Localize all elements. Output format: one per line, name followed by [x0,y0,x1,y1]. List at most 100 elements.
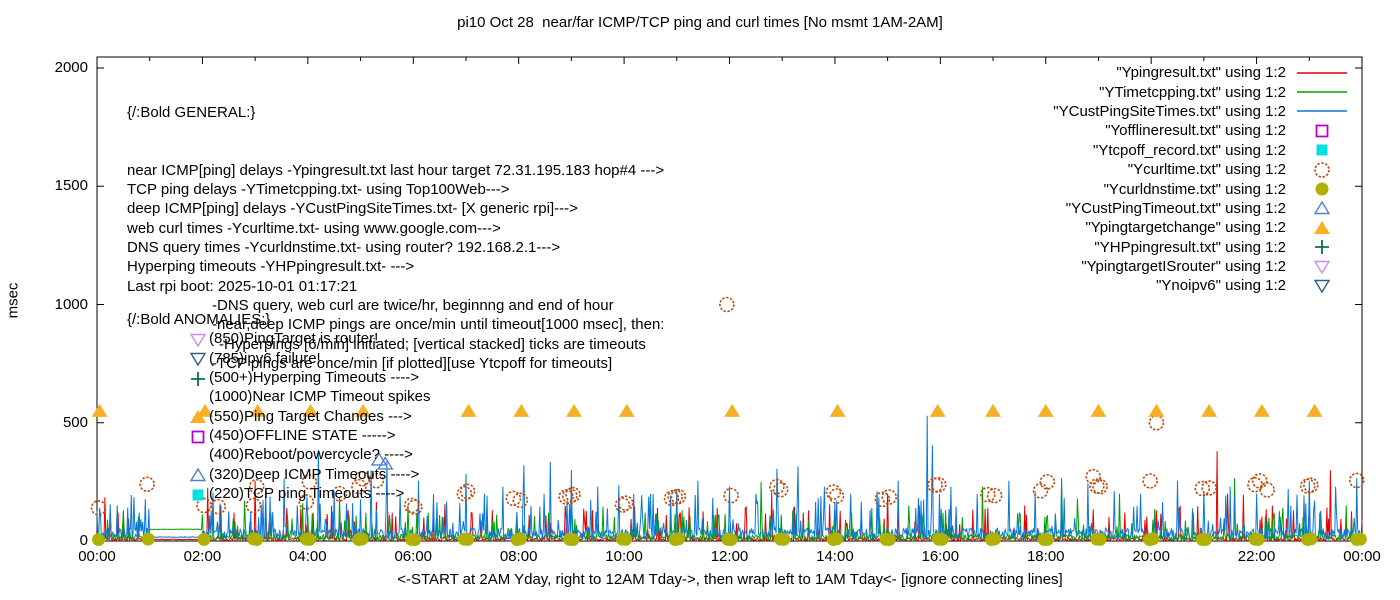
triangle-open-marker [370,452,388,466]
anomaly-key-square-filled [192,489,204,501]
y-tick-label: 1500 [54,177,88,195]
anomaly-row: (400)Reboot/powercycle? ----> [127,445,430,464]
triangle-open-marker [189,468,207,482]
anomaly-row: (220)TCP ping Timeouts ----> [127,484,430,503]
square-open-marker [191,430,205,444]
circle-open-marker [505,490,522,507]
legend-row: "YpingtargetISrouter" using 1:2 [1053,257,1350,276]
general-line: -DNS query, web curl are twice/hr, begin… [212,297,614,315]
legend-label: "YCustPingSiteTimes.txt" using 1:2 [1053,102,1286,120]
anomaly-no-marker [189,388,207,406]
triangle-filled-marker [249,403,266,417]
circle-filled-marker [1198,533,1212,547]
circle-open-marker [512,492,529,509]
circle-open-marker [354,471,370,487]
tri-down-open-marker [189,333,207,348]
triangle-filled-marker [1037,403,1054,417]
circle-filled-marker [1315,182,1329,196]
anomaly-text: (400)Reboot/powercycle? ----> [209,446,413,464]
circle-filled-marker [1353,532,1367,546]
anomaly-row: (550)Ping Target Changes ---> [127,407,430,426]
triangle-filled-marker [1090,403,1107,417]
triangle-filled-marker [724,403,741,417]
anomaly-row: (850)PingTarget is router! [127,329,430,348]
circle-open-marker [986,487,1003,504]
circle-open-marker [407,499,423,515]
x-tick-label: 00:00 [78,548,116,565]
anomaly-row: (320)Deep ICMP Timeouts ----> [127,465,430,484]
triangle-filled-marker [302,403,319,417]
circle-open-marker [1032,483,1049,499]
triangle-filled-marker [1306,403,1323,417]
anomaly-text: (220)TCP ping Timeouts ----> [209,485,405,503]
series-dns_times [92,532,1367,547]
circle-open-marker [828,488,845,504]
x-tick-label: 20:00 [1132,548,1170,565]
anomaly-key-tri-down-open [189,353,207,367]
circle-filled-marker [197,532,211,546]
x-axis-label: <-START at 2AM Yday, right to 12AM Tday-… [397,571,1063,588]
circle-filled-marker [1093,532,1107,546]
legend-row: "YHPpingresult.txt" using 1:2 [1053,238,1350,257]
anomaly-row: (1000)Near ICMP Timeout spikes [127,387,430,406]
legend-label: "YpingtargetISrouter" using 1:2 [1081,258,1286,276]
legend-key-square-open [1315,124,1329,138]
circle-open-marker [881,489,898,505]
legend-label: "Ycurltime.txt" using 1:2 [1127,161,1286,179]
circle-open-marker [723,487,739,504]
circle-open-marker [196,497,212,514]
circle-open-marker [670,488,687,505]
general-header: {/:Bold GENERAL:} [127,103,256,121]
general-line: web curl times -Ycurltime.txt- using www… [127,219,501,237]
legend-key-plus [1315,240,1329,255]
legend-row: "YCustPingSiteTimes.txt" using 1:2 [1053,102,1350,121]
circle-filled-marker [408,533,422,547]
plus-marker [1315,240,1329,255]
circle-open-marker [1148,414,1165,431]
triangle-filled-marker [1201,403,1218,417]
anomaly-key-triangle-filled [190,410,206,424]
legend-label: "YTimetcpping.txt" using 1:2 [1099,83,1286,101]
tri-down-open-marker [189,353,207,367]
triangle-filled-marker [1314,220,1330,234]
anomaly-key-square-open [191,430,205,444]
circle-open-marker [1201,480,1217,496]
x-tick-label: 22:00 [1237,548,1276,565]
circle-open-marker [979,486,996,503]
circle-open-marker [1085,468,1101,485]
circle-open-marker [368,472,385,489]
circle-open-marker [1259,482,1275,498]
legend-label: "Ytcpoff_record.txt" using 1:2 [1093,141,1286,159]
circle-open-marker [1303,477,1319,493]
legend-key-circle-filled [1315,182,1329,196]
circle-open-marker [614,497,631,513]
circle-open-marker [459,483,476,500]
circle-open-marker [930,476,947,493]
general-line: -near,deep ICMP pings are once/min until… [212,316,665,334]
square-open-marker [1315,124,1329,138]
anomaly-no-marker [189,446,207,464]
x-tick-label: 14:00 [816,548,854,565]
circle-open-marker [565,486,581,503]
circle-filled-marker [935,532,949,546]
x-tick-label: 02:00 [183,548,222,565]
circle-open-marker [719,296,735,313]
square-filled-marker [192,489,204,501]
legend-row: "Yofflineresult.txt" using 1:2 [1053,121,1350,140]
circle-open-marker [1348,472,1365,489]
legend-key-tri-down-open [1313,260,1331,274]
circle-open-marker [139,476,155,493]
legend-label: "Ynoipv6" using 1:2 [1156,277,1286,295]
triangle-filled-marker [829,403,846,417]
triangle-open-marker [1313,201,1331,215]
anomaly-text: (500+)Hyperping Timeouts ----> [209,369,420,387]
triangle-filled-marker [513,403,530,417]
circle-open-marker [617,495,634,511]
x-tick-label: 10:00 [605,548,643,565]
legend-label: "YCustPingTimeout.txt" using 1:2 [1065,199,1286,217]
circle-open-marker [1247,476,1263,493]
y-tick-label: 0 [79,532,88,549]
general-line: Last rpi boot: 2025-10-01 01:17:21 [127,277,358,295]
